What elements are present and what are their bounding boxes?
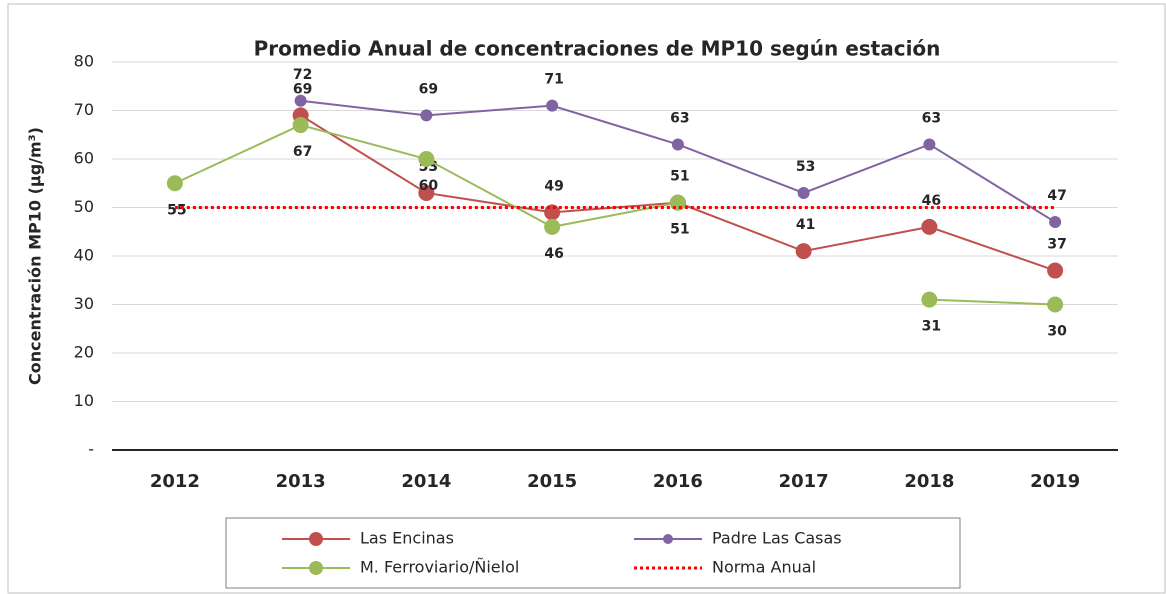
data-label: 69 bbox=[293, 81, 312, 97]
data-label: 72 bbox=[293, 67, 312, 83]
data-label: 30 bbox=[1047, 324, 1067, 340]
data-label: 46 bbox=[922, 193, 941, 209]
data-label: 55 bbox=[167, 202, 186, 218]
data-point bbox=[797, 186, 810, 199]
data-point bbox=[1047, 296, 1064, 313]
data-label: 53 bbox=[796, 159, 815, 175]
legend-label: M. Ferroviario/Ñielol bbox=[360, 558, 519, 577]
y-tick-label: - bbox=[88, 440, 94, 459]
chart-title: Promedio Anual de concentraciones de MP1… bbox=[254, 37, 941, 61]
data-label: 69 bbox=[419, 81, 438, 97]
y-tick-label: 80 bbox=[74, 52, 94, 71]
data-point bbox=[923, 138, 936, 151]
data-point bbox=[669, 194, 686, 211]
data-label: 46 bbox=[544, 246, 563, 262]
y-tick-label: 60 bbox=[74, 149, 94, 168]
data-point bbox=[921, 218, 938, 235]
data-point bbox=[546, 99, 559, 112]
data-point bbox=[544, 218, 561, 235]
data-point bbox=[544, 204, 561, 221]
data-label: 63 bbox=[922, 110, 941, 126]
y-tick-label: 50 bbox=[74, 197, 94, 216]
y-tick-label: 20 bbox=[74, 343, 94, 362]
data-label: 71 bbox=[544, 72, 563, 88]
data-label: 49 bbox=[544, 178, 563, 194]
data-point bbox=[795, 243, 812, 260]
data-label: 63 bbox=[670, 110, 689, 126]
data-label: 51 bbox=[670, 222, 689, 238]
legend-box bbox=[225, 517, 961, 589]
legend-marker bbox=[309, 561, 323, 575]
data-point bbox=[418, 184, 435, 201]
data-point bbox=[921, 291, 938, 308]
data-label: 47 bbox=[1047, 188, 1066, 204]
x-tick-label: 2013 bbox=[276, 471, 326, 492]
legend-label: Las Encinas bbox=[360, 529, 454, 548]
data-label: 37 bbox=[1047, 237, 1066, 253]
legend-label: Norma Anual bbox=[712, 558, 816, 577]
data-label: 51 bbox=[670, 169, 689, 185]
data-point bbox=[420, 109, 433, 122]
data-point bbox=[294, 94, 307, 107]
x-tick-label: 2018 bbox=[904, 471, 954, 492]
data-point bbox=[418, 151, 435, 167]
legend-marker bbox=[309, 532, 323, 546]
x-tick-label: 2012 bbox=[150, 471, 200, 492]
data-point bbox=[166, 175, 183, 192]
data-label: 31 bbox=[922, 319, 941, 335]
y-tick-label: 30 bbox=[74, 294, 94, 313]
legend-label: Padre Las Casas bbox=[712, 529, 842, 548]
chart-border bbox=[7, 3, 1166, 594]
x-tick-label: 2017 bbox=[779, 471, 829, 492]
data-point bbox=[292, 117, 309, 134]
y-tick-label: 40 bbox=[74, 246, 94, 265]
data-point bbox=[671, 138, 684, 151]
x-tick-label: 2019 bbox=[1030, 471, 1080, 492]
legend-marker bbox=[663, 534, 673, 544]
x-tick-label: 2015 bbox=[527, 471, 577, 492]
y-tick-label: 10 bbox=[74, 391, 94, 410]
data-label: 60 bbox=[419, 178, 439, 194]
data-point bbox=[1049, 216, 1062, 229]
x-tick-label: 2014 bbox=[401, 471, 451, 492]
y-tick-label: 70 bbox=[74, 100, 94, 119]
data-label: 41 bbox=[796, 217, 815, 233]
data-label: 67 bbox=[293, 144, 312, 160]
x-tick-label: 2016 bbox=[653, 471, 703, 492]
y-axis-label: Concentración MP10 (µg/m³) bbox=[26, 127, 45, 385]
data-point bbox=[1047, 262, 1064, 279]
